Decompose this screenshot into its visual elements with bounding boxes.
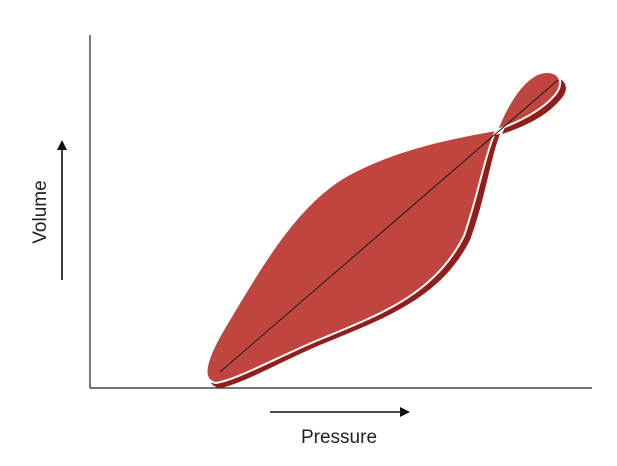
y-axis-label: Volume <box>30 180 51 243</box>
x-axis-label: Pressure <box>301 427 377 448</box>
diagonal-line <box>219 79 559 373</box>
pressure-volume-loop <box>205 71 562 385</box>
